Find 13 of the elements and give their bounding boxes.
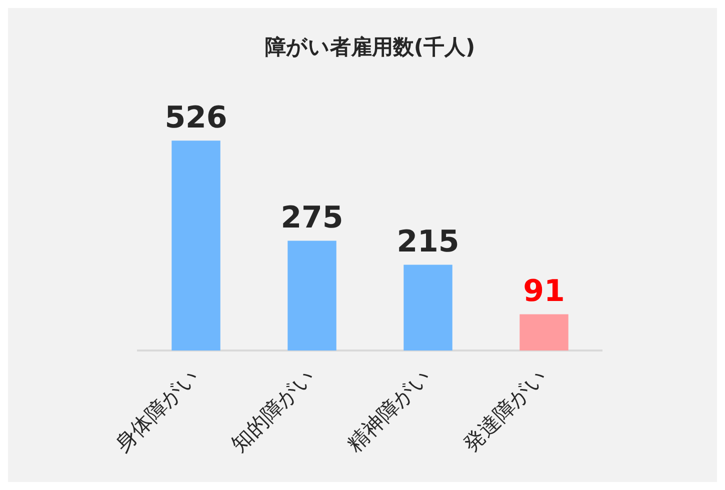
bar [404, 264, 452, 351]
data-label: 275 [280, 200, 344, 236]
x-tick-label: 精神障がい [342, 364, 436, 456]
x-tick-label: 知的障がい [226, 364, 320, 456]
data-label: 91 [523, 274, 565, 309]
data-label: 526 [164, 100, 228, 136]
x-tick-label: 発達障がい [458, 364, 552, 456]
data-label: 215 [396, 224, 460, 260]
bar [172, 140, 220, 351]
chart-title: 障がい者雇用数(千人) [264, 35, 476, 60]
x-tick-label: 身体障がい [110, 364, 204, 456]
bar [520, 314, 568, 351]
bar [288, 240, 336, 351]
